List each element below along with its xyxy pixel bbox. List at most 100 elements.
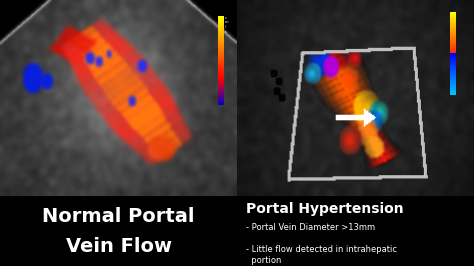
- Bar: [450, 55, 456, 57]
- Bar: [218, 78, 224, 80]
- Bar: [450, 58, 456, 60]
- Bar: [450, 40, 456, 42]
- Bar: [450, 47, 456, 49]
- Bar: [450, 90, 456, 92]
- Bar: [218, 69, 224, 71]
- Bar: [218, 85, 224, 87]
- Bar: [450, 33, 456, 35]
- Bar: [450, 63, 456, 65]
- Bar: [450, 12, 456, 14]
- Bar: [450, 70, 456, 72]
- Bar: [218, 100, 224, 102]
- Bar: [218, 84, 224, 86]
- Bar: [218, 93, 224, 94]
- Bar: [218, 79, 224, 81]
- Bar: [218, 67, 224, 69]
- Bar: [218, 64, 224, 66]
- Bar: [450, 27, 456, 29]
- Text: Vein Flow: Vein Flow: [65, 237, 172, 256]
- Bar: [218, 57, 224, 59]
- Text: Portal Hypertension: Portal Hypertension: [246, 202, 404, 216]
- Bar: [218, 90, 224, 92]
- Bar: [218, 87, 224, 89]
- Bar: [450, 32, 456, 34]
- Bar: [218, 41, 224, 43]
- Bar: [450, 25, 456, 27]
- Bar: [450, 81, 456, 84]
- Bar: [218, 98, 224, 101]
- Bar: [218, 26, 224, 28]
- Bar: [218, 91, 224, 93]
- Bar: [450, 50, 456, 52]
- Bar: [218, 66, 224, 68]
- Bar: [450, 14, 456, 16]
- Bar: [450, 78, 456, 80]
- Bar: [450, 76, 456, 78]
- Bar: [218, 36, 224, 39]
- Bar: [218, 48, 224, 50]
- Bar: [218, 47, 224, 49]
- Bar: [450, 41, 456, 44]
- Bar: [218, 81, 224, 83]
- Bar: [218, 45, 224, 47]
- Text: Normal Portal: Normal Portal: [42, 207, 195, 226]
- Bar: [218, 50, 224, 52]
- Bar: [450, 85, 456, 87]
- Bar: [218, 94, 224, 96]
- Bar: [450, 80, 456, 82]
- Bar: [218, 23, 224, 25]
- Bar: [218, 88, 224, 90]
- Bar: [218, 42, 224, 44]
- Bar: [450, 48, 456, 50]
- Text: - Portal Vein Diameter >13mm: - Portal Vein Diameter >13mm: [246, 223, 375, 232]
- Bar: [450, 66, 456, 69]
- Bar: [218, 19, 224, 21]
- Bar: [218, 95, 224, 98]
- Bar: [450, 68, 456, 70]
- Bar: [218, 60, 224, 62]
- Bar: [218, 82, 224, 84]
- Bar: [450, 73, 456, 75]
- Bar: [450, 86, 456, 88]
- Bar: [450, 15, 456, 17]
- Bar: [450, 71, 456, 73]
- Bar: [218, 29, 224, 31]
- Bar: [450, 43, 456, 45]
- Bar: [450, 91, 456, 93]
- Bar: [450, 45, 456, 47]
- Bar: [218, 39, 224, 41]
- Bar: [450, 56, 456, 59]
- Bar: [218, 22, 224, 24]
- Bar: [450, 17, 456, 19]
- Bar: [450, 65, 456, 67]
- Bar: [450, 53, 456, 55]
- Bar: [218, 20, 224, 22]
- Bar: [218, 70, 224, 72]
- Bar: [450, 75, 456, 77]
- Bar: [218, 38, 224, 40]
- Bar: [218, 56, 224, 58]
- Bar: [218, 61, 224, 64]
- Bar: [450, 38, 456, 40]
- Text: - Little flow detected in intrahepatic
  portion: - Little flow detected in intrahepatic p…: [246, 245, 398, 265]
- Bar: [218, 25, 224, 27]
- Bar: [218, 54, 224, 56]
- Bar: [218, 44, 224, 46]
- Bar: [450, 18, 456, 21]
- Bar: [218, 51, 224, 53]
- Bar: [218, 31, 224, 32]
- Bar: [218, 28, 224, 30]
- Bar: [218, 17, 224, 19]
- Bar: [450, 35, 456, 37]
- Bar: [218, 101, 224, 103]
- Bar: [218, 32, 224, 34]
- Bar: [450, 30, 456, 32]
- Bar: [218, 75, 224, 77]
- Bar: [450, 93, 456, 95]
- Bar: [450, 88, 456, 90]
- Bar: [218, 103, 224, 105]
- Bar: [218, 63, 224, 65]
- Bar: [450, 20, 456, 22]
- Bar: [218, 76, 224, 78]
- Bar: [450, 28, 456, 31]
